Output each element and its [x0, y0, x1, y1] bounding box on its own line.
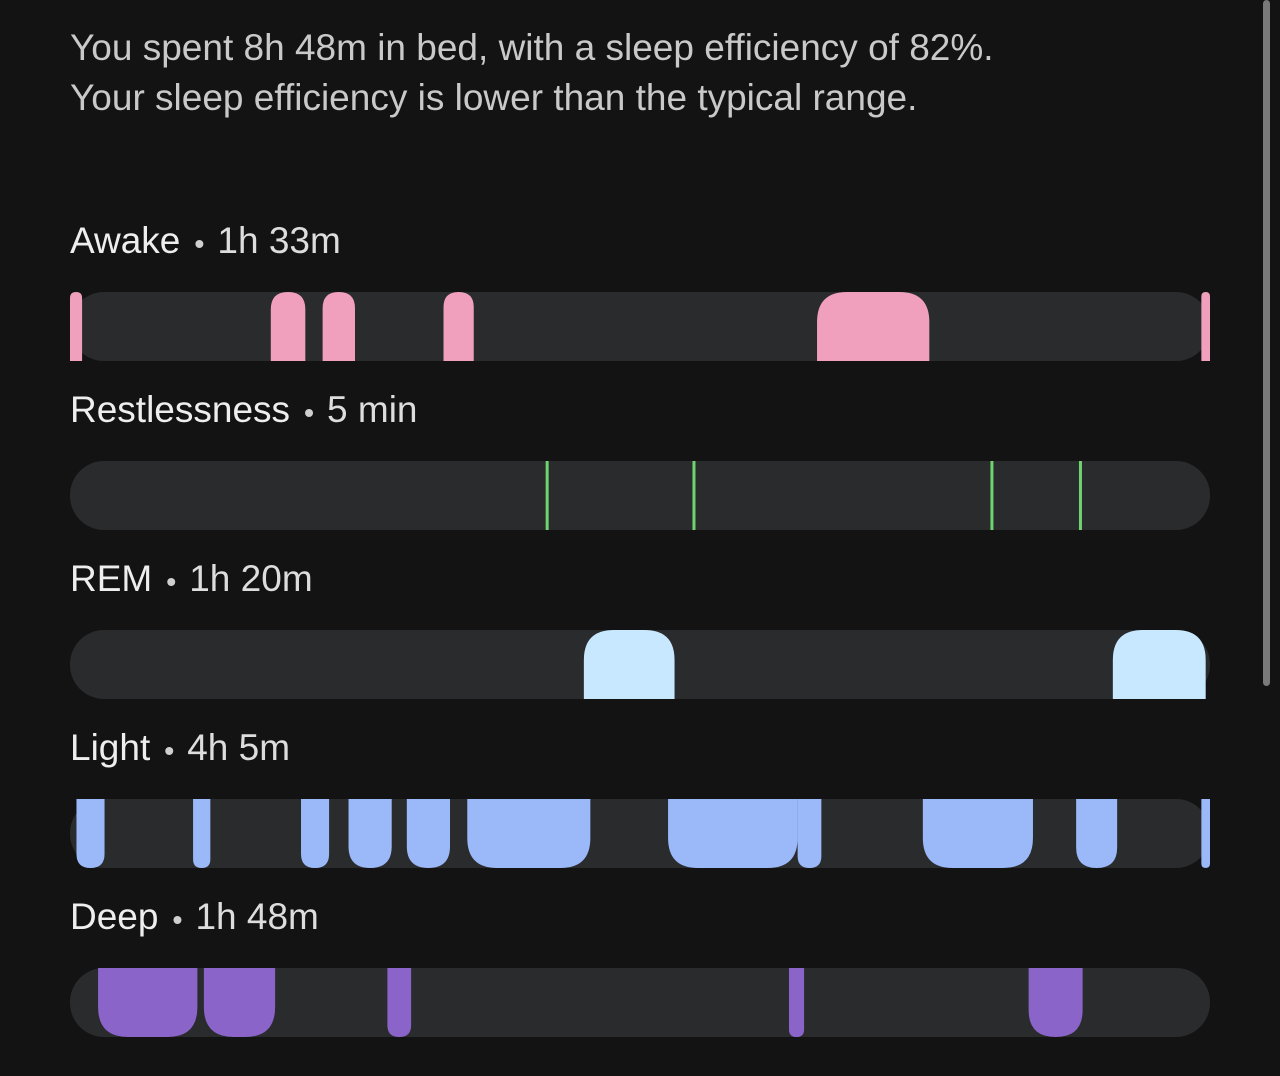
stage-segment [797, 799, 822, 868]
stage-segment [1076, 799, 1118, 868]
separator-dot [195, 240, 204, 248]
separator-dot [173, 916, 182, 924]
stage-segment [1028, 968, 1083, 1037]
stage-segment [1112, 630, 1206, 699]
stage-segment [98, 968, 198, 1037]
stage-name: Deep [70, 896, 158, 937]
separator-dot [305, 409, 314, 417]
stage-name: Restlessness [70, 389, 290, 430]
stage-duration: 1h 33m [217, 220, 340, 261]
stage-duration: 1h 20m [189, 558, 312, 599]
separator-dot [167, 578, 176, 586]
stage-segment [788, 968, 805, 1037]
stage-track [70, 968, 1210, 1037]
stage-name: Light [70, 727, 151, 768]
stage-segment [668, 799, 798, 868]
stage-segment [348, 799, 392, 868]
stage-segment [1201, 292, 1210, 361]
stage-segment [322, 292, 355, 361]
stage-segment [203, 968, 276, 1037]
stage-segment [1201, 799, 1210, 868]
stage-track [70, 461, 1210, 530]
summary-line: You spent 8h 48m in bed, with a sleep ef… [70, 27, 994, 68]
stage-segment [270, 292, 306, 361]
stage-duration: 4h 5m [187, 727, 290, 768]
stage-segment [817, 292, 930, 361]
stage-name: REM [70, 558, 152, 599]
summary-line: Your sleep efficiency is lower than the … [70, 77, 917, 118]
stage-duration: 1h 48m [195, 896, 318, 937]
stage-segment [193, 799, 211, 868]
stage-segment [70, 292, 83, 361]
scrollbar[interactable] [1263, 0, 1270, 686]
stage-segment [583, 630, 675, 699]
stage-track [70, 292, 1210, 361]
stage-segment [922, 799, 1033, 868]
stage-segment [387, 968, 412, 1037]
stage-name: Awake [70, 220, 180, 261]
stage-track [70, 799, 1210, 868]
stage-segment [467, 799, 591, 868]
stage-duration: 5 min [327, 389, 417, 430]
stage-segment [406, 799, 450, 868]
stage-segment [443, 292, 474, 361]
stage-segment [301, 799, 330, 868]
stage-segment [76, 799, 105, 868]
separator-dot [165, 747, 174, 755]
